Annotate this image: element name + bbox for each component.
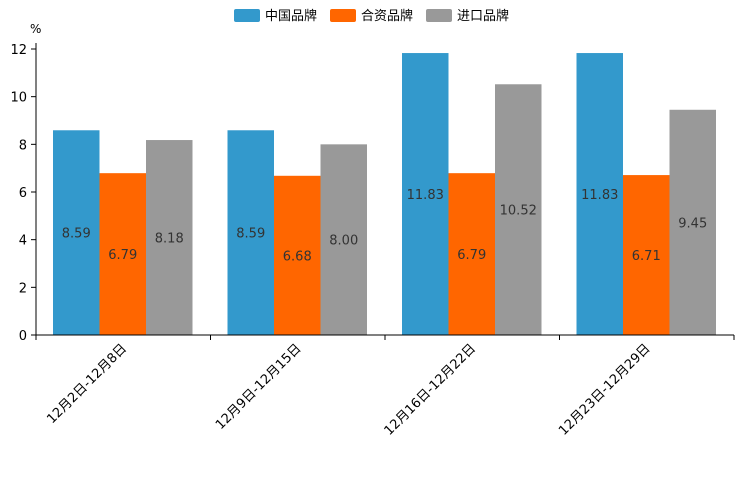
bar-2-3: [448, 173, 495, 335]
data-label: 8.59: [236, 227, 265, 242]
data-label: 10.52: [500, 204, 537, 219]
bar-1-2: [227, 130, 274, 335]
y-tick-label: 0: [19, 329, 27, 344]
y-unit-label: %: [30, 22, 41, 36]
data-label: 9.45: [678, 216, 707, 231]
bars: 8.59 6.79 8.18 8.59 6.68 8.00 11.83 6.79 10.52 11…: [53, 53, 716, 336]
legend-swatch-2: [330, 9, 356, 22]
x-tick-label: 12月2日-12月8日: [44, 341, 130, 427]
y-tick-label: 10: [10, 91, 27, 106]
data-label: 8.59: [62, 227, 91, 242]
x-axis: 12月2日-12月8日 12月9日-12月15日 12月16日-12月22日 12月2…: [35, 334, 735, 439]
legend-label-3: 进口品牌: [457, 8, 509, 24]
data-label: 6.68: [283, 249, 312, 264]
bar-3-2: [320, 144, 367, 335]
y-tick-label: 6: [19, 186, 27, 201]
legend-label-1: 中国品牌: [265, 8, 317, 24]
y-tick-label: 4: [19, 234, 27, 249]
bar-2-4: [623, 175, 670, 335]
data-label: 8.00: [329, 234, 358, 249]
x-tick-label: 12月9日-12月15日: [213, 341, 305, 433]
data-label: 8.18: [155, 232, 184, 247]
y-axis: 0 2 4 6 8 10 12: [10, 43, 37, 344]
bar-3-1: [146, 140, 193, 335]
bar-1-4: [576, 53, 623, 335]
data-label: 6.79: [457, 248, 486, 263]
bar-3-3: [495, 84, 542, 335]
data-label: 11.83: [407, 188, 444, 203]
x-tick-label: 12月23日-12月29日: [556, 341, 653, 438]
bar-2-1: [99, 173, 146, 335]
data-label: 6.71: [632, 249, 661, 264]
bar-2-2: [274, 175, 321, 335]
y-tick-label: 8: [19, 138, 27, 153]
legend: 中国品牌 合资品牌 进口品牌: [234, 8, 509, 24]
y-tick-label: 2: [19, 281, 27, 296]
legend-swatch-3: [426, 9, 452, 22]
data-label: 11.83: [581, 188, 618, 203]
bar-3-4: [669, 109, 716, 336]
bar-1-3: [402, 53, 449, 335]
data-label: 6.79: [108, 248, 137, 263]
legend-label-2: 合资品牌: [361, 8, 413, 24]
bar-1-1: [53, 130, 100, 335]
y-tick-label: 12: [10, 43, 27, 58]
x-tick-label: 12月16日-12月22日: [382, 341, 479, 438]
legend-swatch-1: [234, 9, 260, 22]
